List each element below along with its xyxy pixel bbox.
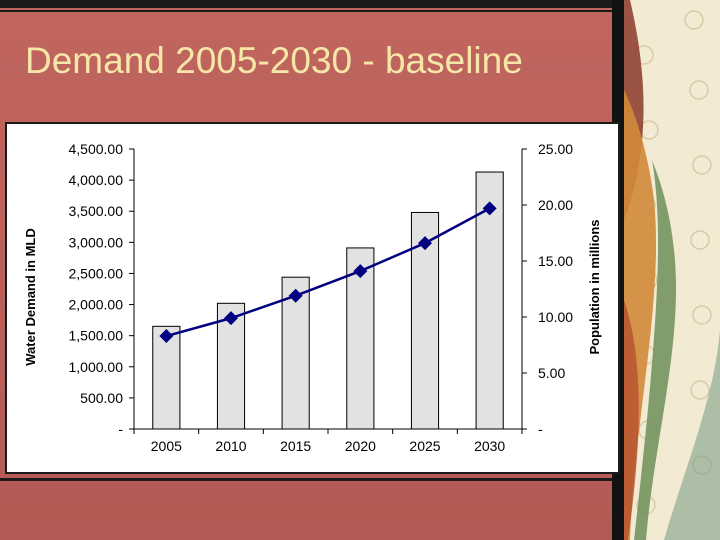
top-frame-line bbox=[0, 10, 612, 12]
y-tick-label-left: - bbox=[118, 421, 123, 437]
y-tick-label-right: 20.00 bbox=[538, 197, 573, 213]
x-tick-label: 2010 bbox=[215, 438, 246, 454]
population-line bbox=[165, 207, 491, 338]
y-tick-label-left: 3,000.00 bbox=[69, 234, 124, 250]
line-point bbox=[353, 264, 368, 279]
x-tick-label: 2015 bbox=[280, 438, 311, 454]
x-tick-label: 2030 bbox=[474, 438, 505, 454]
y-tick-label-left: 2,000.00 bbox=[69, 297, 124, 313]
plot-area: - 500.00 1,000.00 1,500.00 2,000.00 2,500.00 3… bbox=[69, 141, 574, 454]
floral-pattern-decoration bbox=[624, 0, 720, 540]
y-tick-label-right: 5.00 bbox=[538, 365, 565, 381]
x-tick-label: 2025 bbox=[409, 438, 440, 454]
y-axis-title-right: Population in millions bbox=[587, 219, 602, 354]
bar bbox=[152, 325, 181, 430]
y-tick-label-left: 3,500.00 bbox=[69, 203, 124, 219]
y-tick-label-left: 4,000.00 bbox=[69, 172, 124, 188]
combo-chart: - 500.00 1,000.00 1,500.00 2,000.00 2,500.00 3… bbox=[23, 141, 602, 454]
chart-container: - 500.00 1,000.00 1,500.00 2,000.00 2,500.00 3… bbox=[5, 122, 620, 474]
slide-title: Demand 2005-2030 - baseline bbox=[25, 40, 523, 81]
y-tick-label-right: - bbox=[538, 421, 543, 437]
y-tick-label-right: 15.00 bbox=[538, 253, 573, 269]
line-point bbox=[482, 201, 497, 216]
y-tick-label-left: 1,500.00 bbox=[69, 328, 124, 344]
line-point bbox=[288, 288, 303, 303]
line-point bbox=[418, 236, 432, 251]
line-point bbox=[224, 311, 238, 326]
bar bbox=[346, 247, 375, 430]
y-axis-title-left: Water Demand in MLD bbox=[23, 228, 38, 365]
x-tick-label: 2020 bbox=[345, 438, 376, 454]
y-tick-label-left: 1,000.00 bbox=[69, 359, 124, 375]
y-tick-label-left: 2,500.00 bbox=[69, 265, 124, 281]
y-tick-label-left: 500.00 bbox=[80, 390, 123, 406]
x-tick-label: 2005 bbox=[151, 438, 182, 454]
bottom-frame-line bbox=[0, 478, 612, 481]
y-tick-label-right: 25.00 bbox=[538, 141, 573, 157]
y-tick-label-left: 4,500.00 bbox=[69, 141, 124, 157]
line-point bbox=[159, 329, 174, 344]
decorative-side-panel bbox=[624, 0, 720, 540]
top-frame-bar bbox=[0, 0, 612, 8]
y-tick-label-right: 10.00 bbox=[538, 309, 573, 325]
